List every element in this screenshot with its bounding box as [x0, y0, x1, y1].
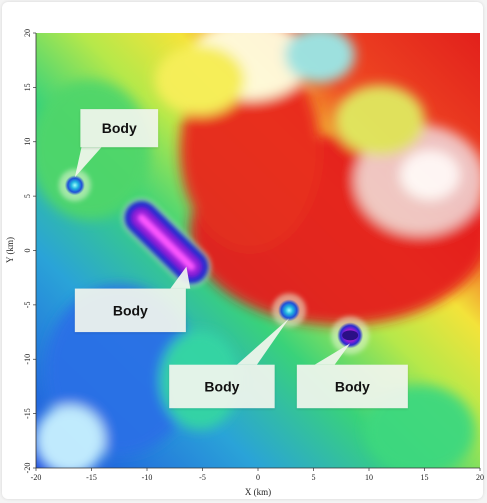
x-tick-label: 0 — [256, 473, 260, 482]
anomaly-body-4 — [331, 316, 370, 355]
y-tick-label: 5 — [23, 194, 32, 198]
anomaly-body-3 — [272, 293, 307, 328]
x-tick-label: 20 — [476, 473, 484, 482]
x-tick-label: 10 — [365, 473, 373, 482]
y-tick-label: -15 — [23, 408, 32, 419]
x-tick-label: -20 — [31, 473, 42, 482]
callout-layer: Body Body Body Body — [74, 109, 408, 409]
callout-4: Body — [296, 343, 408, 409]
x-tick-label: 5 — [312, 473, 316, 482]
callout-pointer — [314, 343, 351, 365]
anomaly-layer — [58, 169, 370, 355]
x-tick-label: -15 — [86, 473, 97, 482]
callout-label: Body — [335, 378, 370, 394]
anomaly-body-1 — [58, 169, 91, 202]
x-axis: -20 -15 -10 -5 0 5 10 15 20 — [31, 467, 484, 482]
y-tick-label: 15 — [23, 83, 32, 91]
anomaly-body-2 — [121, 197, 212, 287]
y-axis-label: Y (km) — [5, 237, 15, 263]
callout-1: Body — [74, 109, 159, 178]
x-tick-label: -10 — [142, 473, 153, 482]
callout-3: Body — [169, 318, 290, 409]
callout-label: Body — [102, 120, 137, 136]
callout-pointer — [170, 266, 191, 289]
y-tick-label: -5 — [23, 302, 32, 309]
x-tick-label: 15 — [421, 473, 429, 482]
y-tick-label: 20 — [23, 29, 32, 37]
callout-box — [296, 364, 408, 409]
y-tick-label: -20 — [23, 463, 32, 474]
callout-box — [74, 288, 186, 333]
callout-label: Body — [113, 302, 148, 318]
y-tick-label: 0 — [23, 249, 32, 253]
callout-box — [80, 109, 159, 148]
y-tick-label: -10 — [23, 354, 32, 365]
callout-label: Body — [204, 378, 239, 394]
y-tick-label: 10 — [23, 138, 32, 146]
callout-pointer — [74, 147, 102, 178]
y-axis: -20 -15 -10 -5 0 5 10 15 20 — [23, 29, 37, 474]
x-tick-label: -5 — [199, 473, 206, 482]
callout-2: Body — [74, 266, 191, 333]
x-axis-label: X (km) — [245, 487, 271, 497]
callout-box — [169, 364, 275, 409]
callout-pointer — [236, 318, 290, 365]
